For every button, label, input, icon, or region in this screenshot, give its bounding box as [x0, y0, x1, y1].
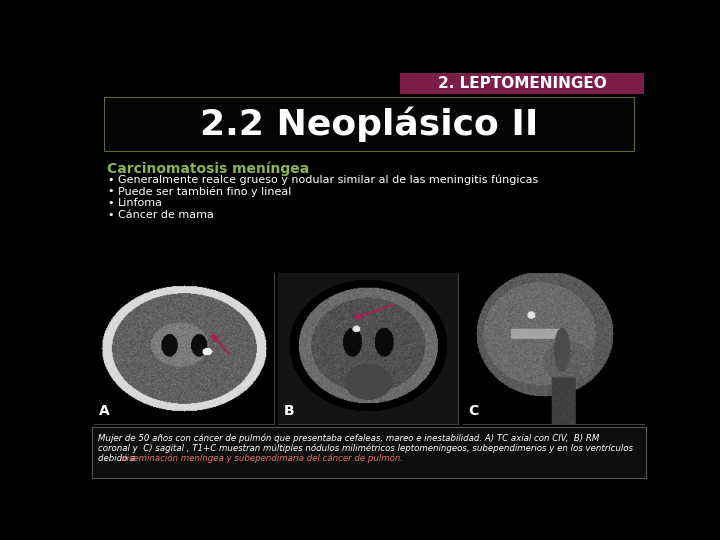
FancyBboxPatch shape [463, 274, 644, 424]
Text: 2. LEPTOMENINGEO: 2. LEPTOMENINGEO [438, 76, 606, 91]
FancyBboxPatch shape [279, 274, 458, 424]
Text: debido a: debido a [98, 454, 138, 463]
Text: B: B [284, 404, 294, 418]
Text: •: • [107, 210, 114, 220]
Text: •: • [107, 186, 114, 197]
FancyBboxPatch shape [92, 428, 646, 477]
Text: Linfoma: Linfoma [118, 198, 163, 208]
Text: A: A [99, 404, 110, 418]
FancyBboxPatch shape [400, 72, 644, 94]
FancyBboxPatch shape [104, 97, 634, 151]
Text: 2.2 Neoplásico II: 2.2 Neoplásico II [200, 106, 538, 142]
Text: coronal y  C) sagital , T1+C muestran múltiples nódulos milimétricos leptomeníng: coronal y C) sagital , T1+C muestran múl… [98, 444, 633, 453]
Text: Cáncer de mama: Cáncer de mama [118, 210, 214, 220]
Text: Puede ser también fino y lineal: Puede ser también fino y lineal [118, 186, 292, 197]
Text: •: • [107, 175, 114, 185]
FancyBboxPatch shape [94, 274, 274, 424]
Text: Carcinomatosis meníngea: Carcinomatosis meníngea [107, 162, 310, 177]
Text: Generalmente realce grueso y nodular similar al de las meningitis fúngicas: Generalmente realce grueso y nodular sim… [118, 175, 538, 185]
Text: Mujer de 50 años con cáncer de pulmón que presentaba cefaleas, mareo e inestabil: Mujer de 50 años con cáncer de pulmón qu… [98, 434, 599, 443]
Text: •: • [107, 198, 114, 208]
Text: diseminación meníngea y subependimaria del cáncer de pulmón.: diseminación meníngea y subependimaria d… [121, 454, 403, 463]
Text: C: C [468, 404, 479, 418]
